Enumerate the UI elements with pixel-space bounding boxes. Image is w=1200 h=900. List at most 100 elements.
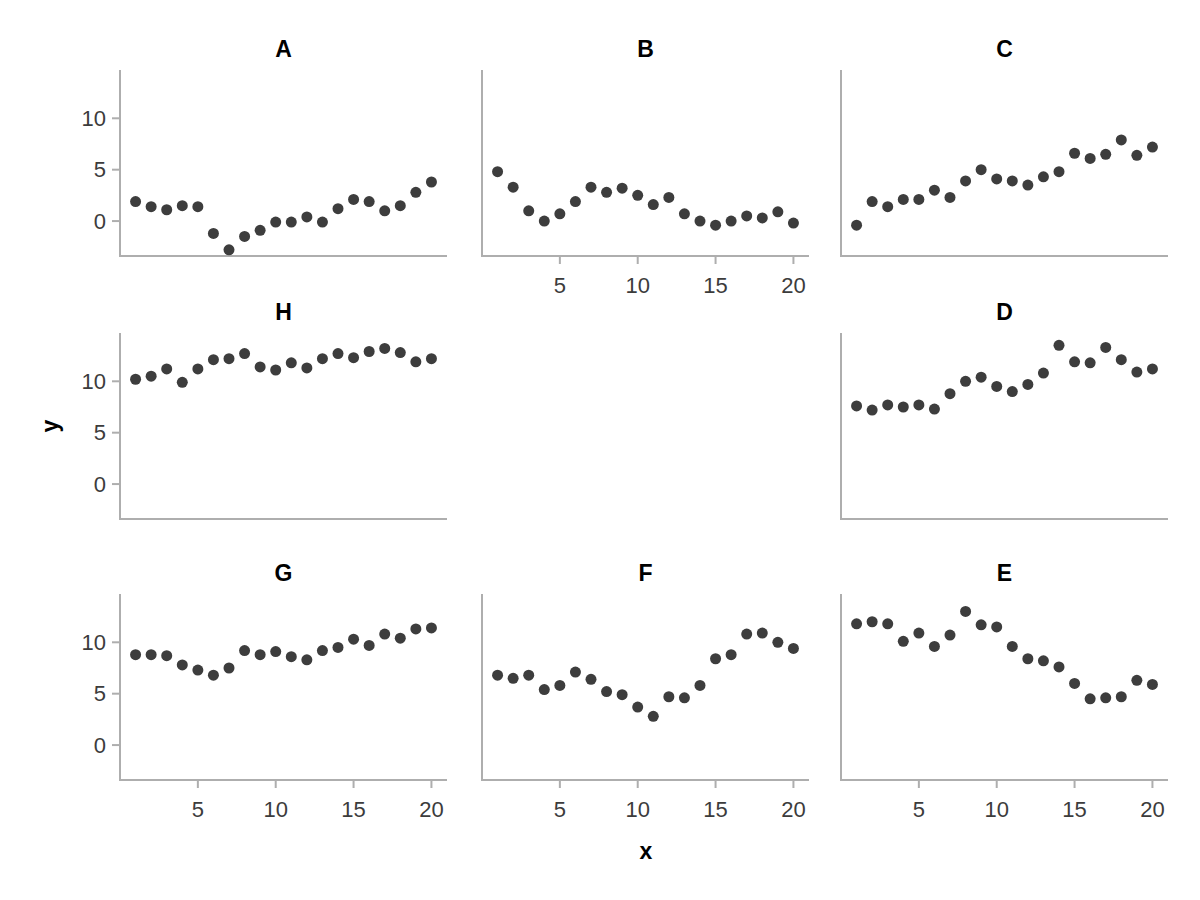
data-point (426, 177, 437, 188)
data-point (286, 217, 297, 228)
data-point (317, 217, 328, 228)
axis-lines (482, 70, 809, 256)
data-point (570, 196, 581, 207)
data-point (1054, 340, 1065, 351)
data-point (539, 684, 550, 695)
data-point (757, 212, 768, 223)
data-point (508, 182, 519, 193)
data-point (395, 200, 406, 211)
data-point (1100, 342, 1111, 353)
data-point (617, 183, 628, 194)
data-point (410, 187, 421, 198)
data-point (224, 353, 235, 364)
data-point (1007, 641, 1018, 652)
data-point (976, 164, 987, 175)
data-point (632, 190, 643, 201)
panel-title-A: A (275, 36, 292, 62)
data-point (301, 362, 312, 373)
data-point (695, 216, 706, 227)
x-tick-label: 20 (781, 273, 805, 298)
x-tick-label: 10 (263, 797, 287, 822)
data-point (1007, 175, 1018, 186)
data-point (239, 231, 250, 242)
x-tick-label: 10 (625, 273, 649, 298)
data-point (224, 244, 235, 255)
data-point (1116, 354, 1127, 365)
data-point (554, 680, 565, 691)
panel-title-D: D (996, 299, 1013, 325)
facet-panel-D: D (841, 299, 1168, 519)
data-point (976, 372, 987, 383)
data-point (1116, 134, 1127, 145)
data-point (1131, 675, 1142, 686)
data-point (960, 376, 971, 387)
facet-panels-svg: A0510B5101520CH0510DG05105101520F5101520… (0, 0, 1200, 900)
data-point (379, 629, 390, 640)
y-tick-label: 10 (82, 106, 106, 131)
data-point (741, 629, 752, 640)
data-point (410, 623, 421, 634)
data-point (1085, 357, 1096, 368)
data-point (364, 346, 375, 357)
data-point (929, 404, 940, 415)
data-point (255, 649, 266, 660)
y-tick-label: 0 (94, 472, 106, 497)
data-point (523, 205, 534, 216)
data-point (130, 196, 141, 207)
data-point (192, 201, 203, 212)
data-point (255, 225, 266, 236)
data-point (663, 691, 674, 702)
data-point (395, 633, 406, 644)
facet-panel-G: G05105101520 (82, 560, 447, 822)
data-point (913, 628, 924, 639)
data-point (364, 196, 375, 207)
data-point (1022, 653, 1033, 664)
y-axis-title: y (37, 420, 64, 433)
data-point (161, 650, 172, 661)
data-point (1007, 386, 1018, 397)
x-tick-label: 5 (554, 273, 566, 298)
data-point (1100, 692, 1111, 703)
data-point (1022, 379, 1033, 390)
x-tick-label: 15 (341, 797, 365, 822)
data-point (1038, 171, 1049, 182)
data-point (364, 640, 375, 651)
data-point (177, 659, 188, 670)
data-point (333, 348, 344, 359)
data-point (1054, 661, 1065, 672)
data-point (286, 357, 297, 368)
data-point (426, 353, 437, 364)
data-point (492, 166, 503, 177)
y-tick-label: 5 (94, 157, 106, 182)
data-point (788, 218, 799, 229)
data-point (898, 401, 909, 412)
data-point (333, 642, 344, 653)
x-axis-title: x (640, 838, 653, 865)
panel-title-B: B (637, 36, 654, 62)
data-point (867, 405, 878, 416)
data-point (317, 353, 328, 364)
data-point (192, 665, 203, 676)
data-point (224, 662, 235, 673)
x-tick-label: 15 (703, 273, 727, 298)
panel-title-G: G (275, 560, 293, 586)
facet-panel-H: H0510 (82, 299, 447, 519)
data-point (945, 192, 956, 203)
data-point (913, 194, 924, 205)
data-point (270, 364, 281, 375)
y-tick-label: 0 (94, 733, 106, 758)
data-point (426, 622, 437, 633)
data-point (239, 645, 250, 656)
panel-title-E: E (997, 560, 1012, 586)
axis-lines (120, 333, 447, 519)
data-point (679, 692, 690, 703)
data-point (695, 680, 706, 691)
data-point (333, 203, 344, 214)
data-point (913, 399, 924, 410)
data-point (601, 686, 612, 697)
x-tick-label: 20 (419, 797, 443, 822)
data-point (632, 702, 643, 713)
data-point (1038, 368, 1049, 379)
data-point (1131, 150, 1142, 161)
data-point (741, 210, 752, 221)
